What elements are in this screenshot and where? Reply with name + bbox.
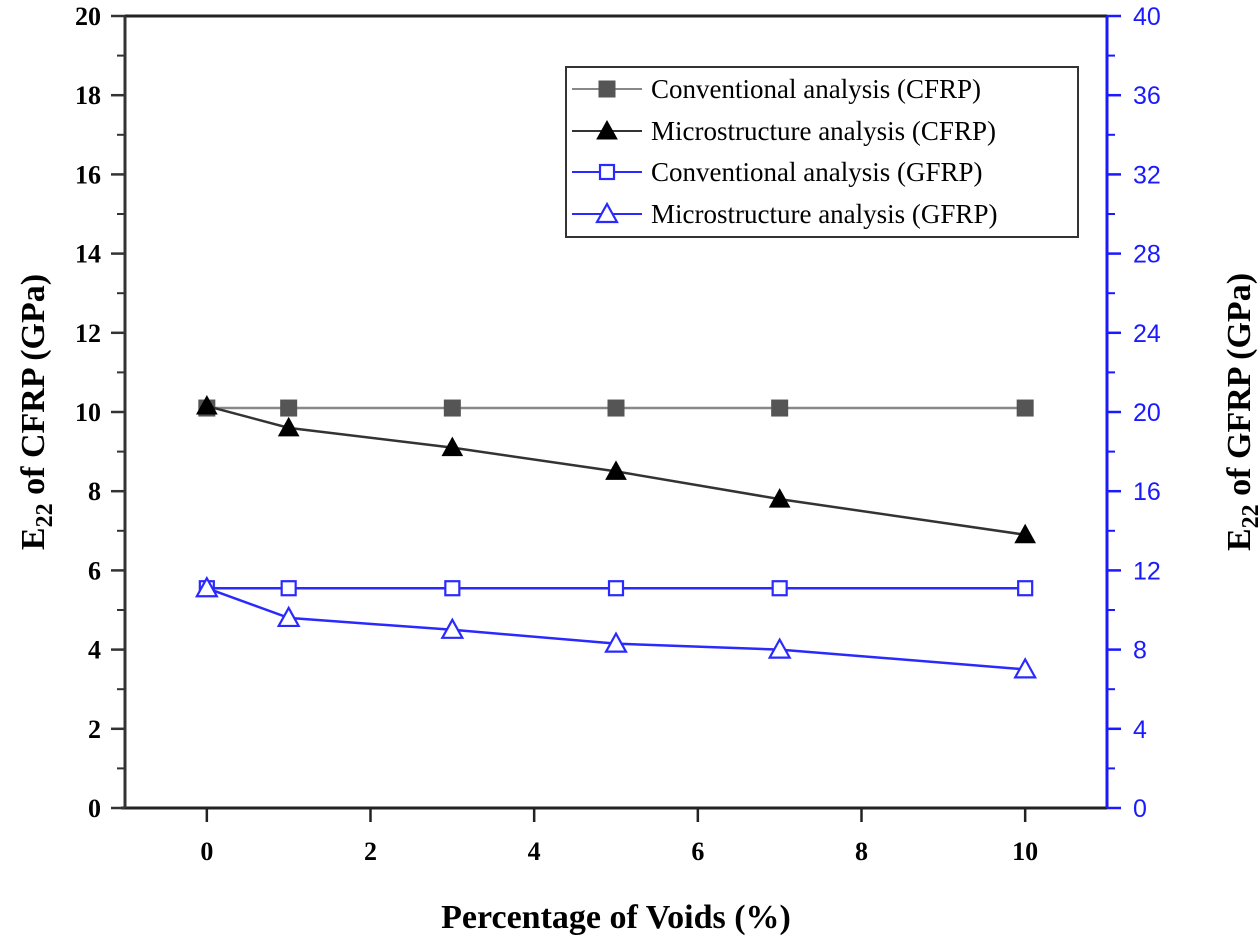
data-point: [276, 605, 301, 628]
data-point: [605, 460, 627, 480]
data-point: [1014, 523, 1037, 544]
x-axis-title: Percentage of Voids (%): [441, 899, 791, 936]
right-tick-label: 8: [1133, 637, 1147, 665]
legend-marker: [598, 80, 616, 98]
x-tick-label: 6: [691, 837, 704, 866]
series-3: [198, 580, 1034, 597]
plot-frame: [121, 14, 1107, 810]
right-tick-label: 24: [1133, 320, 1161, 348]
data-point: [1013, 657, 1038, 679]
data-point: [1017, 580, 1034, 597]
x-tick-label: 8: [855, 837, 868, 866]
right-tick-label: 32: [1133, 161, 1161, 189]
legend-label: Conventional analysis (GFRP): [651, 157, 983, 187]
legend-box: [565, 66, 1079, 238]
data-point: [277, 416, 300, 437]
left-tick-label: 8: [88, 477, 101, 506]
left-tick-label: 0: [88, 794, 101, 823]
left-tick-label: 16: [75, 160, 101, 189]
right-tick-label: 20: [1133, 399, 1161, 427]
right-y-axis-title: E22 of GFRP (GPa): [1221, 273, 1260, 551]
data-point: [607, 580, 625, 597]
left-y-axis: 0 2 4 6 8 10 12 14 16 18 20: [75, 2, 127, 823]
data-point: [443, 399, 461, 417]
legend-marker: [596, 119, 618, 140]
data-point: [194, 575, 219, 598]
right-tick-label: 4: [1133, 716, 1147, 744]
legend-label: Microstructure analysis (CFRP): [651, 116, 996, 146]
legend: Conventional analysis (CFRP) Microstructu…: [565, 66, 1079, 238]
right-tick-label: 36: [1133, 82, 1161, 110]
legend-marker: [595, 201, 619, 224]
data-point: [441, 436, 464, 457]
legend-label: Microstructure analysis (GFRP): [651, 199, 997, 229]
data-point: [767, 637, 792, 659]
series-line: [206, 404, 1026, 536]
left-tick-label: 18: [75, 81, 101, 110]
right-tick-label: 0: [1133, 795, 1147, 823]
data-point: [771, 580, 788, 597]
x-tick-label: 2: [364, 837, 377, 866]
legend-item: Conventional analysis (GFRP): [572, 157, 983, 187]
data-point: [604, 631, 628, 653]
data-point: [440, 617, 465, 639]
left-tick-label: 10: [75, 398, 101, 427]
data-point: [195, 395, 218, 415]
series-layer: [194, 395, 1038, 679]
right-y-axis: 0 4 8 12 16 20 24 28 32 36 40: [1105, 3, 1161, 823]
left-tick-label: 6: [88, 556, 101, 585]
legend-item: Conventional analysis (CFRP): [572, 74, 981, 104]
left-tick-label: 20: [75, 2, 101, 31]
right-tick-label: 16: [1133, 478, 1161, 506]
right-tick-label: 12: [1133, 557, 1161, 585]
series-4: [194, 575, 1038, 679]
left-tick-label: 12: [75, 319, 101, 348]
data-point: [1016, 399, 1034, 417]
data-point: [280, 580, 297, 597]
legend-marker: [598, 163, 616, 181]
right-tick-label: 40: [1133, 3, 1161, 31]
left-tick-label: 2: [88, 715, 101, 744]
left-y-axis-title: E22 of CFRP (GPa): [15, 274, 58, 550]
series-1: [198, 399, 1034, 417]
legend-item: Microstructure analysis (GFRP): [572, 199, 997, 229]
left-tick-label: 14: [75, 240, 101, 269]
data-point: [280, 399, 298, 417]
right-tick-label: 28: [1133, 241, 1161, 269]
legend-item: Microstructure analysis (CFRP): [572, 116, 996, 146]
x-axis: 0 2 4 6 8 10: [200, 808, 1038, 866]
left-tick-label: 4: [88, 636, 101, 665]
series-2: [195, 395, 1037, 544]
series-line: [206, 587, 1026, 671]
x-tick-label: 0: [200, 837, 213, 866]
data-point: [607, 399, 625, 417]
x-tick-label: 10: [1012, 837, 1038, 866]
data-point: [768, 488, 791, 508]
data-point: [444, 580, 461, 597]
x-tick-label: 4: [528, 837, 541, 866]
data-point: [771, 399, 789, 417]
legend-label: Conventional analysis (CFRP): [651, 74, 981, 104]
